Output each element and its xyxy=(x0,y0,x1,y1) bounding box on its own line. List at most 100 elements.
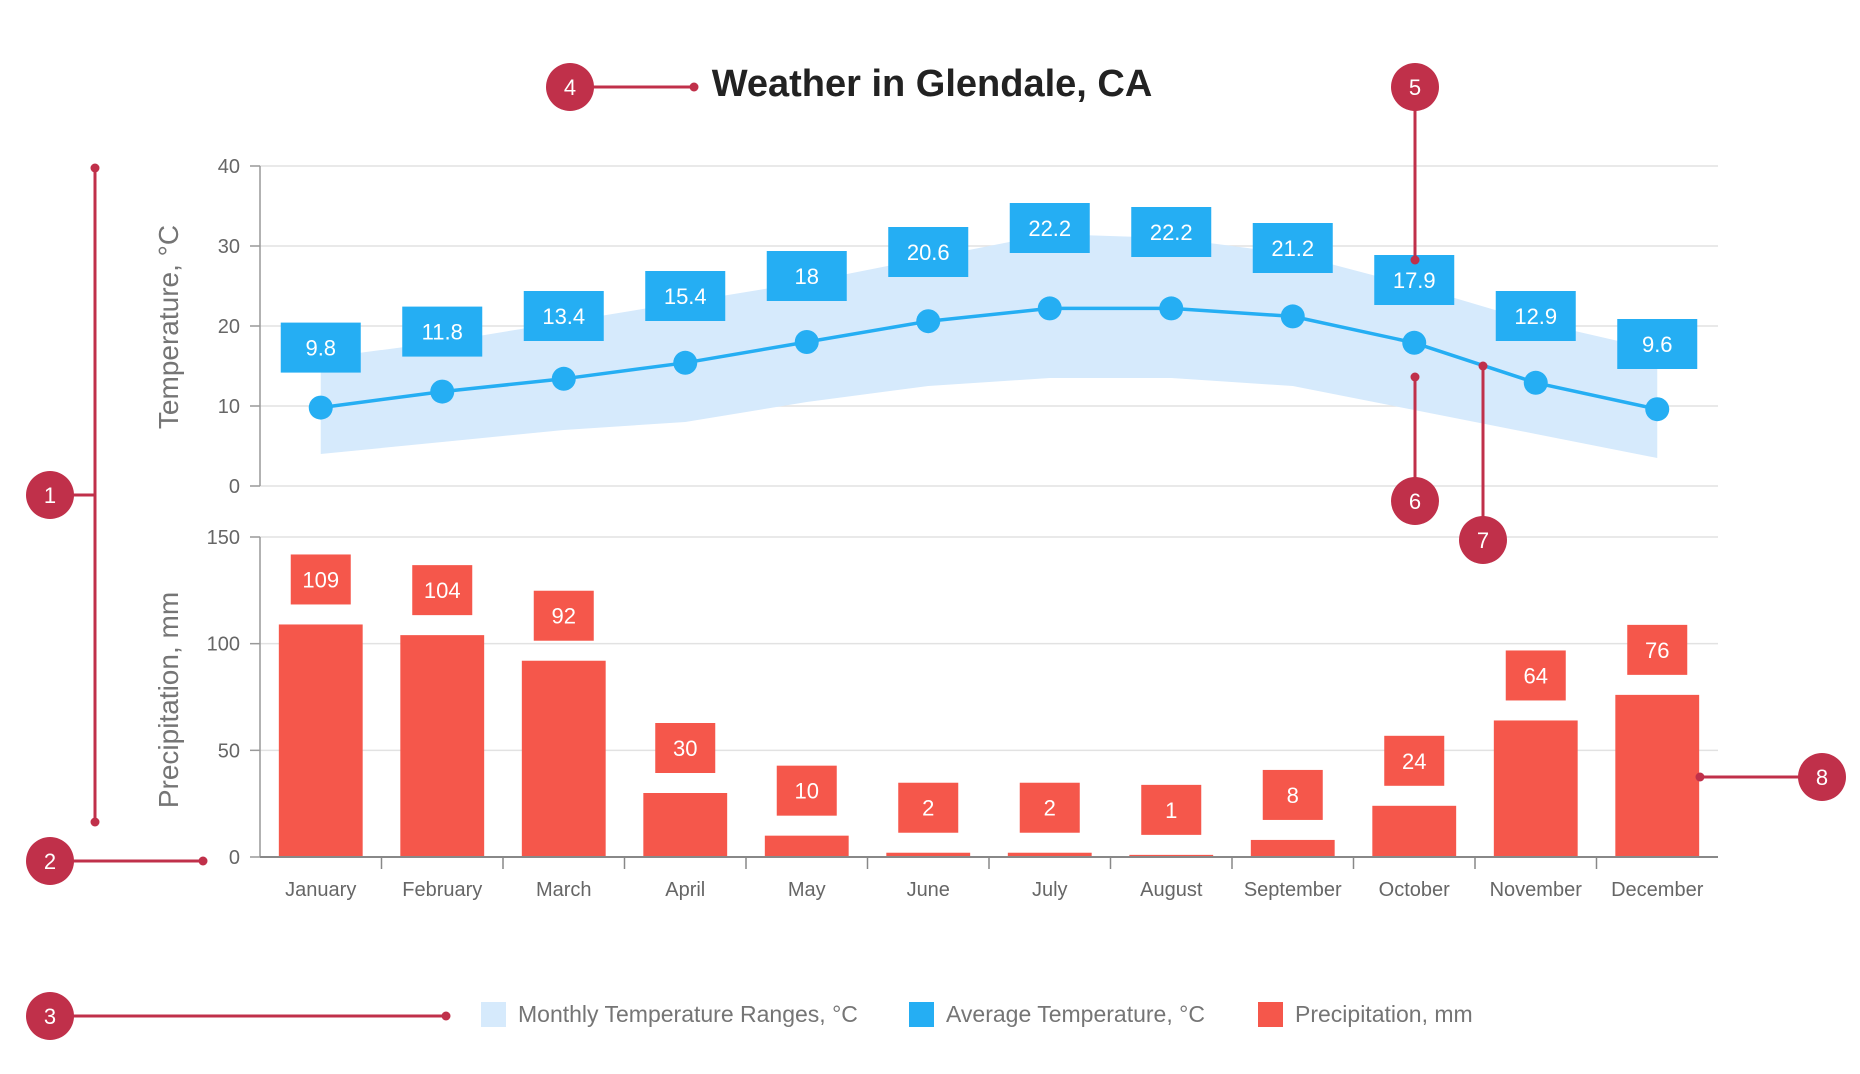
x-tick-label: December xyxy=(1611,879,1704,901)
callout-dot xyxy=(198,856,208,866)
average-temperature-point xyxy=(1523,370,1548,395)
temperature-label-box xyxy=(766,251,847,301)
temperature-data-label: 17.9 xyxy=(1393,268,1436,293)
legend-swatch xyxy=(1258,1002,1283,1027)
legend-swatch xyxy=(909,1002,934,1027)
temperature-range-band xyxy=(320,234,1658,458)
callout-number: 6 xyxy=(1409,489,1421,514)
average-temperature-point xyxy=(916,309,941,334)
precipitation-label-box xyxy=(655,723,716,773)
precipitation-label-box xyxy=(290,554,351,605)
callout-circle xyxy=(1391,63,1439,111)
x-tick-label: March xyxy=(536,879,592,901)
temperature-data-label: 22.2 xyxy=(1150,220,1193,245)
callouts: 1 2 3 4 5 6 7 8 xyxy=(26,63,1846,1040)
legend-label: Average Temperature, °C xyxy=(946,1001,1205,1027)
temperature-data-label: 15.4 xyxy=(664,284,707,309)
callout-circle xyxy=(1391,477,1439,525)
callout-dot xyxy=(1410,255,1420,265)
precipitation-data-label: 92 xyxy=(552,604,576,629)
temperature-data-label: 20.6 xyxy=(907,240,950,265)
precipitation-bar xyxy=(1615,694,1700,857)
callout-marker: 4 xyxy=(546,63,594,111)
callout-circle xyxy=(1459,516,1507,564)
precipitation-bar xyxy=(400,635,485,857)
average-temperature-point xyxy=(308,395,333,420)
legend[interactable]: Monthly Temperature Ranges, °C Average Te… xyxy=(481,1001,1473,1027)
temperature-data-label: 9.8 xyxy=(305,336,336,361)
x-tick-label: June xyxy=(907,879,950,901)
legend-item[interactable]: Precipitation, mm xyxy=(1258,1001,1473,1027)
temperature-label-box xyxy=(1009,203,1090,253)
precipitation-label-box xyxy=(533,590,594,641)
average-temperature-point xyxy=(794,330,819,354)
callout-number: 2 xyxy=(44,849,56,874)
temperature-tick-label: 30 xyxy=(218,236,240,258)
precipitation-bar xyxy=(1129,854,1214,857)
temperature-label-box xyxy=(1131,207,1212,257)
precipitation-label-box xyxy=(1262,769,1323,820)
precipitation-data-label: 76 xyxy=(1645,638,1669,663)
precipitation-bar xyxy=(764,835,849,857)
temperature-label-box xyxy=(1617,319,1698,369)
average-temperature-point xyxy=(551,366,576,391)
precipitation-bar xyxy=(521,660,606,857)
callout-dot xyxy=(90,817,100,827)
x-tick-label: July xyxy=(1032,879,1068,901)
chart-title: Weather in Glendale, CA xyxy=(712,63,1153,105)
x-tick-label: August xyxy=(1140,879,1203,901)
temperature-tick-label: 0 xyxy=(229,476,240,498)
axes: 0 10 20 30 40 0 50 100 150 January February March Ap… xyxy=(207,156,1718,901)
callout-circle xyxy=(26,471,74,519)
legend-item[interactable]: Monthly Temperature Ranges, °C xyxy=(481,1001,858,1027)
precipitation-data-label: 64 xyxy=(1524,663,1548,688)
temperature-data-label: 18 xyxy=(795,264,819,289)
callout-marker: 8 xyxy=(1798,753,1846,801)
temperature-label-box xyxy=(645,271,726,321)
average-temperature-point xyxy=(1402,330,1427,355)
average-temperature-point xyxy=(1280,304,1305,329)
temperature-label-box xyxy=(523,291,604,341)
callout-number: 5 xyxy=(1409,75,1421,100)
precipitation-bars xyxy=(278,624,1700,857)
precipitation-bar xyxy=(643,793,728,857)
precipitation-label-box xyxy=(1384,735,1445,786)
precipitation-tick-label: 0 xyxy=(229,847,240,869)
callout-circle xyxy=(26,837,74,885)
precipitation-data-label: 1 xyxy=(1165,798,1177,823)
temperature-label-box xyxy=(280,322,361,373)
legend-label: Monthly Temperature Ranges, °C xyxy=(518,1001,858,1027)
callout-marker: 2 xyxy=(26,837,74,885)
precipitation-data-label: 30 xyxy=(673,736,697,761)
precipitation-label-box xyxy=(776,765,837,816)
temperature-label-box xyxy=(888,227,969,277)
average-temperature-point xyxy=(1037,296,1062,321)
legend-label: Precipitation, mm xyxy=(1295,1001,1473,1027)
precipitation-tick-label: 100 xyxy=(207,634,240,656)
precipitation-data-label: 8 xyxy=(1287,783,1299,808)
average-temperature-point xyxy=(673,350,698,375)
callout-circle xyxy=(1798,753,1846,801)
temperature-data-label: 21.2 xyxy=(1271,236,1314,261)
callout-number: 8 xyxy=(1816,765,1828,790)
precipitation-data-label: 109 xyxy=(302,567,339,592)
temperature-data-label: 13.4 xyxy=(542,304,585,329)
callout-number: 1 xyxy=(44,483,56,508)
callout-dot xyxy=(1410,372,1420,382)
precipitation-bar xyxy=(278,624,363,857)
callout-circle xyxy=(26,992,74,1040)
callout-marker: 7 xyxy=(1459,516,1507,564)
callout-dot xyxy=(441,1011,451,1021)
callout-dot xyxy=(1695,772,1705,782)
legend-item[interactable]: Average Temperature, °C xyxy=(909,1001,1205,1027)
precipitation-data-label: 24 xyxy=(1402,749,1426,774)
precipitation-data-label: 10 xyxy=(795,779,819,804)
precipitation-bar xyxy=(1250,839,1335,857)
x-tick-label: May xyxy=(788,879,826,901)
precipitation-bar xyxy=(886,852,971,857)
precipitation-label-box xyxy=(1505,650,1566,701)
callout-marker: 6 xyxy=(1391,477,1439,525)
temperature-tick-label: 10 xyxy=(218,396,240,418)
